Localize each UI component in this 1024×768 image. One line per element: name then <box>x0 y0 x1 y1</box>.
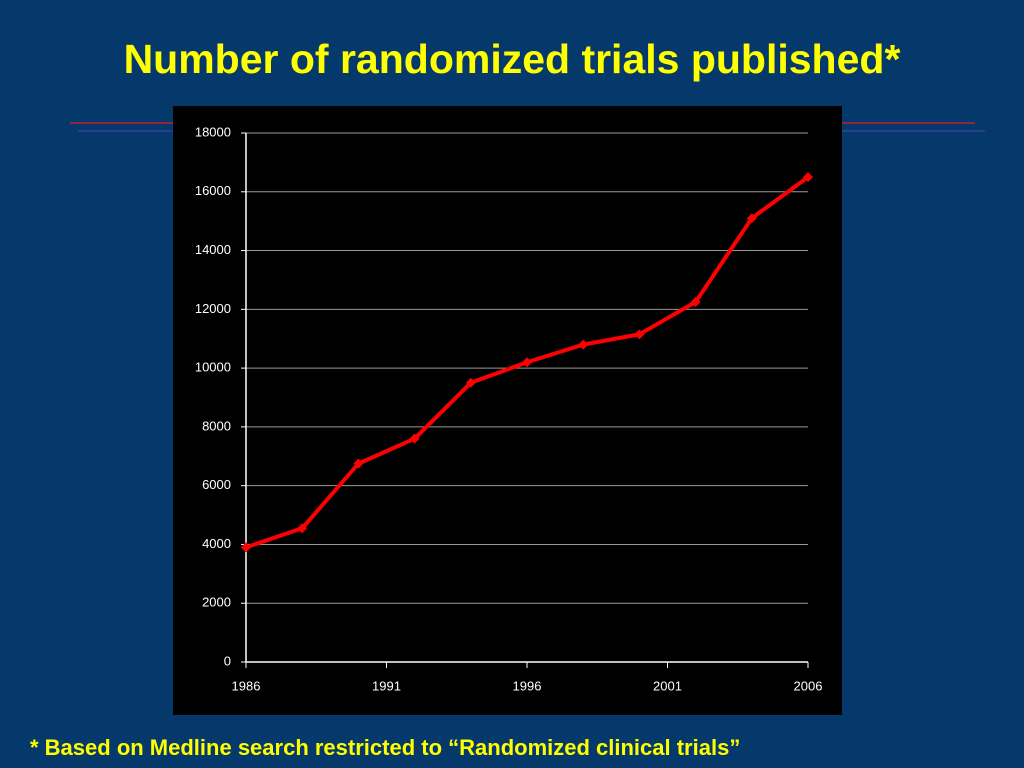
footnote: * Based on Medline search restricted to … <box>30 735 740 760</box>
data-point <box>746 213 757 224</box>
x-tick-label: 1991 <box>372 678 401 693</box>
y-tick-label: 12000 <box>195 301 231 316</box>
y-tick-label: 0 <box>224 653 231 668</box>
y-tick-label: 4000 <box>202 536 231 551</box>
slide-title: Number of randomized trials published* <box>124 36 901 82</box>
data-point <box>634 329 645 340</box>
data-point <box>690 296 701 307</box>
y-tick-label: 10000 <box>195 360 231 375</box>
y-tick-label: 14000 <box>195 242 231 257</box>
x-tick-label: 2006 <box>794 678 823 693</box>
data-point <box>353 458 364 469</box>
x-tick-label: 1996 <box>513 678 542 693</box>
chart-area <box>173 106 842 715</box>
data-point <box>522 357 532 368</box>
y-tick-label: 18000 <box>195 124 231 139</box>
y-tick-label: 2000 <box>202 595 231 610</box>
data-point <box>297 523 308 534</box>
y-tick-label: 8000 <box>202 418 231 433</box>
data-point <box>578 339 589 350</box>
data-point <box>409 433 420 444</box>
data-point <box>241 542 251 553</box>
x-tick-label: 1986 <box>232 678 261 693</box>
y-tick-label: 16000 <box>195 183 231 198</box>
data-point <box>803 172 813 183</box>
x-tick-label: 2001 <box>653 678 682 693</box>
y-tick-label: 6000 <box>202 477 231 492</box>
data-point <box>465 377 476 388</box>
